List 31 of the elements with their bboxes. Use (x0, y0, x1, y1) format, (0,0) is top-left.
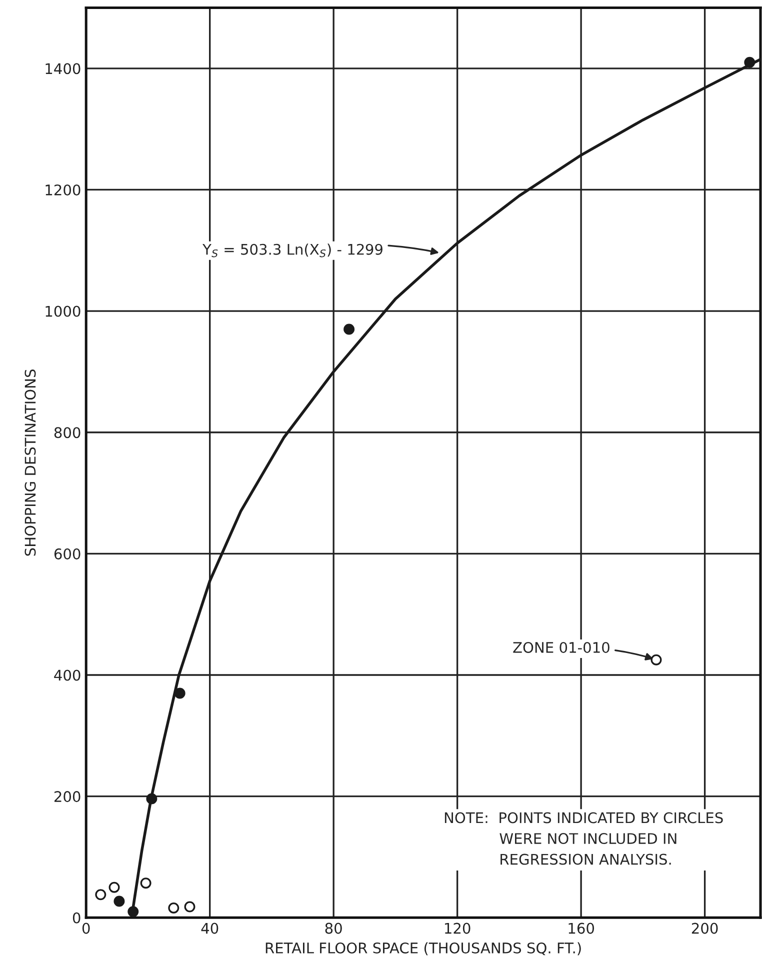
point (95, 889, 106, 900)
point (744, 56, 756, 68)
point (140, 878, 152, 889)
point (146, 793, 158, 804)
y-tick-label: 1200 (46, 184, 80, 196)
y-axis-title: SHOPPING DESTINATIONS (24, 370, 36, 556)
point (108, 882, 120, 893)
x-tick-label: 80 (325, 922, 342, 934)
x-tick-label: 120 (445, 922, 470, 934)
annotation: NOTE: POINTS INDICATED BY CIRCLES WERE NOT INCLUDED IN REGRESSION ANALYSIS. (444, 812, 723, 865)
point (184, 901, 196, 912)
x-tick-label: 40 (201, 922, 218, 934)
point (650, 654, 662, 666)
x-tick-label: 160 (568, 922, 594, 934)
point (114, 896, 125, 907)
y-tick-label: 400 (54, 670, 80, 681)
x-axis-title: RETAIL FLOOR SPACE (THOUSANDS SQ. FT.) (266, 942, 581, 956)
point (344, 324, 355, 335)
point (168, 902, 180, 914)
y-tick-label: 0 (72, 912, 80, 924)
point (174, 688, 186, 699)
y-tick-label: 200 (54, 791, 80, 802)
x-tick-label: 0 (82, 922, 90, 934)
point (128, 906, 139, 918)
annotation: Y$_{S}$ = 503.3 Ln(X$_{S}$) - 1299 (202, 244, 382, 258)
y-tick-label: 1000 (46, 306, 80, 317)
y-tick-label: 1400 (46, 63, 80, 74)
y-tick-label: 800 (54, 427, 80, 438)
y-tick-label: 600 (54, 548, 80, 560)
annotation: ZONE 01-010 (513, 642, 610, 653)
x-tick-label: 200 (692, 922, 718, 934)
